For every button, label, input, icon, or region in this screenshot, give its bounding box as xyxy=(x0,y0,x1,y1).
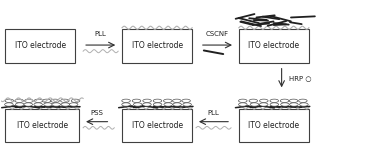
Circle shape xyxy=(34,103,42,106)
Circle shape xyxy=(153,99,162,102)
Circle shape xyxy=(164,103,172,106)
Circle shape xyxy=(132,99,141,102)
Circle shape xyxy=(260,99,268,102)
Circle shape xyxy=(281,103,289,106)
Text: ITO electrode: ITO electrode xyxy=(17,121,68,130)
Circle shape xyxy=(16,103,24,106)
Circle shape xyxy=(249,99,258,102)
Circle shape xyxy=(5,99,14,102)
Circle shape xyxy=(153,103,162,106)
Circle shape xyxy=(51,99,60,102)
Circle shape xyxy=(133,103,142,106)
Circle shape xyxy=(172,99,181,102)
Bar xyxy=(122,29,192,63)
Circle shape xyxy=(280,99,289,102)
Circle shape xyxy=(5,103,13,106)
Text: ITO electrode: ITO electrode xyxy=(248,41,299,50)
Text: ITO electrode: ITO electrode xyxy=(131,41,183,50)
Text: CSCNF: CSCNF xyxy=(206,31,229,37)
Circle shape xyxy=(270,103,279,106)
Circle shape xyxy=(239,99,247,102)
Circle shape xyxy=(163,99,172,102)
Text: PLL: PLL xyxy=(208,110,220,116)
Bar xyxy=(122,109,192,142)
Circle shape xyxy=(143,103,151,106)
Bar xyxy=(5,109,79,142)
Text: ITO electrode: ITO electrode xyxy=(15,41,66,50)
Circle shape xyxy=(182,99,191,102)
Circle shape xyxy=(52,103,60,106)
Circle shape xyxy=(250,103,259,106)
Bar xyxy=(239,29,309,63)
Text: PLL: PLL xyxy=(95,31,107,37)
Circle shape xyxy=(24,103,33,106)
Circle shape xyxy=(122,103,131,106)
Text: ITO electrode: ITO electrode xyxy=(248,121,299,130)
Circle shape xyxy=(61,103,70,106)
Circle shape xyxy=(290,103,298,106)
Circle shape xyxy=(61,99,69,102)
Circle shape xyxy=(260,103,268,106)
Circle shape xyxy=(143,99,151,102)
Text: ITO electrode: ITO electrode xyxy=(131,121,183,130)
Circle shape xyxy=(25,99,33,102)
Circle shape xyxy=(71,99,80,102)
Circle shape xyxy=(289,99,298,102)
Bar xyxy=(5,29,75,63)
Text: HRP ○: HRP ○ xyxy=(289,75,312,81)
Circle shape xyxy=(299,103,308,106)
Circle shape xyxy=(15,99,24,102)
Circle shape xyxy=(183,103,191,106)
Circle shape xyxy=(44,103,52,106)
Circle shape xyxy=(239,103,247,106)
Circle shape xyxy=(299,99,307,102)
Circle shape xyxy=(34,99,43,102)
Circle shape xyxy=(173,103,181,106)
Text: PSS: PSS xyxy=(90,110,103,116)
Circle shape xyxy=(270,99,279,102)
Circle shape xyxy=(42,99,51,102)
Bar xyxy=(239,109,309,142)
Circle shape xyxy=(69,103,78,106)
Circle shape xyxy=(122,99,130,102)
